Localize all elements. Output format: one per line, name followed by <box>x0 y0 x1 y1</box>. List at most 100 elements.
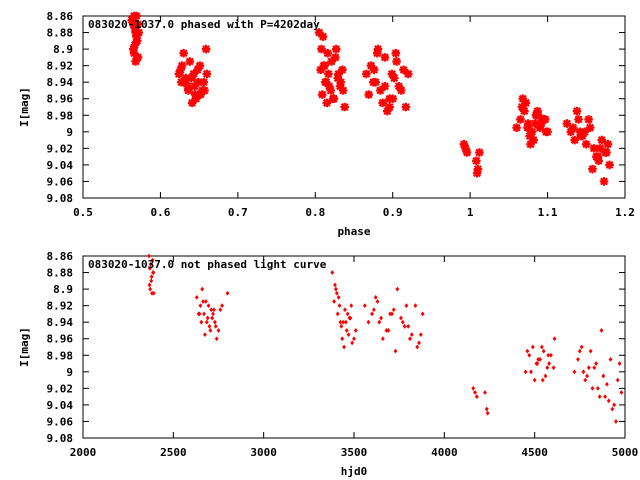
unphased-data-point <box>332 299 337 304</box>
phased-y-tick-label: 9.02 <box>47 142 74 155</box>
phased-data-point <box>530 119 540 128</box>
phased-data-point <box>392 57 401 66</box>
phased-data-point <box>570 135 579 145</box>
phased-y-tick-label: 8.92 <box>47 60 74 73</box>
unphased-data-point <box>347 315 352 321</box>
phased-x-tick-labels: 0.5 0.6 0.7 0.8 0.9 1 1.1 1.2 <box>73 206 635 219</box>
phased-data-point <box>338 65 347 75</box>
unphased-x-tick-label: 4500 <box>521 446 548 459</box>
phased-data-point <box>537 119 546 128</box>
phased-data-point <box>133 19 143 29</box>
unphased-light-curve-panel: 8.86 8.88 8.9 8.92 8.94 8.96 8.98 9 9.02 9.04 9.06… <box>18 250 638 478</box>
unphased-data-point <box>150 257 155 263</box>
unphased-y-tick-label: 9.08 <box>47 432 74 445</box>
unphased-data-point <box>204 319 209 325</box>
unphased-data-point <box>197 311 202 317</box>
unphased-y-tick-label: 9.04 <box>47 399 74 412</box>
unphased-data-point <box>471 385 476 391</box>
phased-data-point <box>199 77 209 87</box>
phased-data-point <box>595 144 605 153</box>
phased-data-point <box>387 69 397 79</box>
phased-plot-title: 083020-1037.0 phased with P=4202day <box>88 18 320 31</box>
unphased-data-point <box>617 361 622 366</box>
unphased-data-point <box>586 365 591 371</box>
unphased-data-point <box>390 311 394 317</box>
unphased-data-point <box>353 328 358 333</box>
phased-x-tick-label: 0.7 <box>228 206 248 219</box>
unphased-data-point <box>406 323 411 329</box>
phased-data-point <box>174 69 184 79</box>
phased-data-point <box>130 40 140 50</box>
phased-data-point <box>340 102 350 112</box>
phased-y-axis-label: I[mag] <box>18 87 31 127</box>
unphased-data-point <box>474 394 479 400</box>
unphased-data-point <box>148 286 153 292</box>
unphased-y-tick-label: 8.86 <box>47 250 74 263</box>
unphased-data-point <box>579 344 584 350</box>
unphased-data-point <box>336 294 341 300</box>
phased-data-point <box>581 139 591 149</box>
phased-y-tick-label: 8.9 <box>53 43 73 56</box>
phased-data-point <box>196 90 205 99</box>
unphased-data-point <box>202 311 206 317</box>
unphased-data-point <box>218 307 223 313</box>
unphased-y-tick-label: 8.96 <box>47 333 74 346</box>
unphased-data-point <box>597 394 602 400</box>
phased-data-point <box>512 123 521 132</box>
phased-data-point <box>526 139 535 149</box>
phased-data-point <box>516 115 525 124</box>
unphased-data-point <box>619 390 624 395</box>
unphased-data-point <box>147 253 151 259</box>
unphased-data-point <box>362 303 367 309</box>
unphased-data-point <box>209 307 214 313</box>
phased-x-tick-label: 0.5 <box>73 206 93 219</box>
phased-data-point <box>568 123 578 132</box>
phased-data-point <box>599 177 609 186</box>
phased-y-tick-labels: 8.86 8.88 8.9 8.92 8.94 8.96 8.98 9 9.02 9.04 9.06… <box>47 10 74 205</box>
phased-data-point <box>562 119 572 128</box>
phased-data-point <box>533 110 543 120</box>
unphased-x-tick-label: 5000 <box>612 446 639 459</box>
unphased-data-point <box>212 319 217 325</box>
unphased-y-tick-label: 8.98 <box>47 349 74 362</box>
unphased-data-point <box>220 303 225 309</box>
unphased-y-tick-label: 8.92 <box>47 300 74 313</box>
unphased-data-point <box>576 357 580 362</box>
unphased-data-point <box>483 390 487 395</box>
unphased-data-point <box>473 390 477 395</box>
phased-x-axis-label: phase <box>337 225 370 238</box>
unphased-y-tick-label: 8.94 <box>47 316 74 329</box>
unphased-data-point <box>334 286 338 292</box>
phased-data-point <box>523 123 532 132</box>
phased-data-point <box>131 57 140 66</box>
unphased-data-points <box>147 253 624 424</box>
unphased-data-point <box>615 377 620 383</box>
unphased-data-point <box>205 315 210 321</box>
unphased-data-point <box>198 303 203 309</box>
phased-data-point <box>336 77 346 87</box>
unphased-data-point <box>149 278 154 284</box>
phased-data-point <box>403 69 413 79</box>
unphased-data-point <box>341 319 346 325</box>
phased-y-tick-label: 9.06 <box>47 175 74 188</box>
phased-data-point <box>517 102 527 112</box>
phased-data-point <box>176 65 185 75</box>
phased-data-point <box>187 73 196 83</box>
phased-data-point <box>592 152 601 161</box>
unphased-data-point <box>395 286 400 292</box>
unphased-data-point <box>608 357 613 362</box>
unphased-data-point <box>212 307 216 313</box>
unphased-y-axis-label: I[mag] <box>18 327 31 367</box>
phased-data-point <box>602 148 611 157</box>
phased-data-point <box>324 82 334 91</box>
unphased-data-point <box>349 303 354 309</box>
phased-x-tick-label: 1.2 <box>615 206 635 219</box>
phased-y-tick-label: 8.94 <box>47 76 74 89</box>
phased-data-point <box>385 102 394 112</box>
phased-data-point <box>179 48 188 58</box>
phased-axis-ticks <box>82 15 626 199</box>
unphased-data-point <box>404 303 409 309</box>
phased-data-point <box>541 127 551 137</box>
unphased-data-point <box>194 294 199 300</box>
unphased-data-point <box>207 323 212 329</box>
